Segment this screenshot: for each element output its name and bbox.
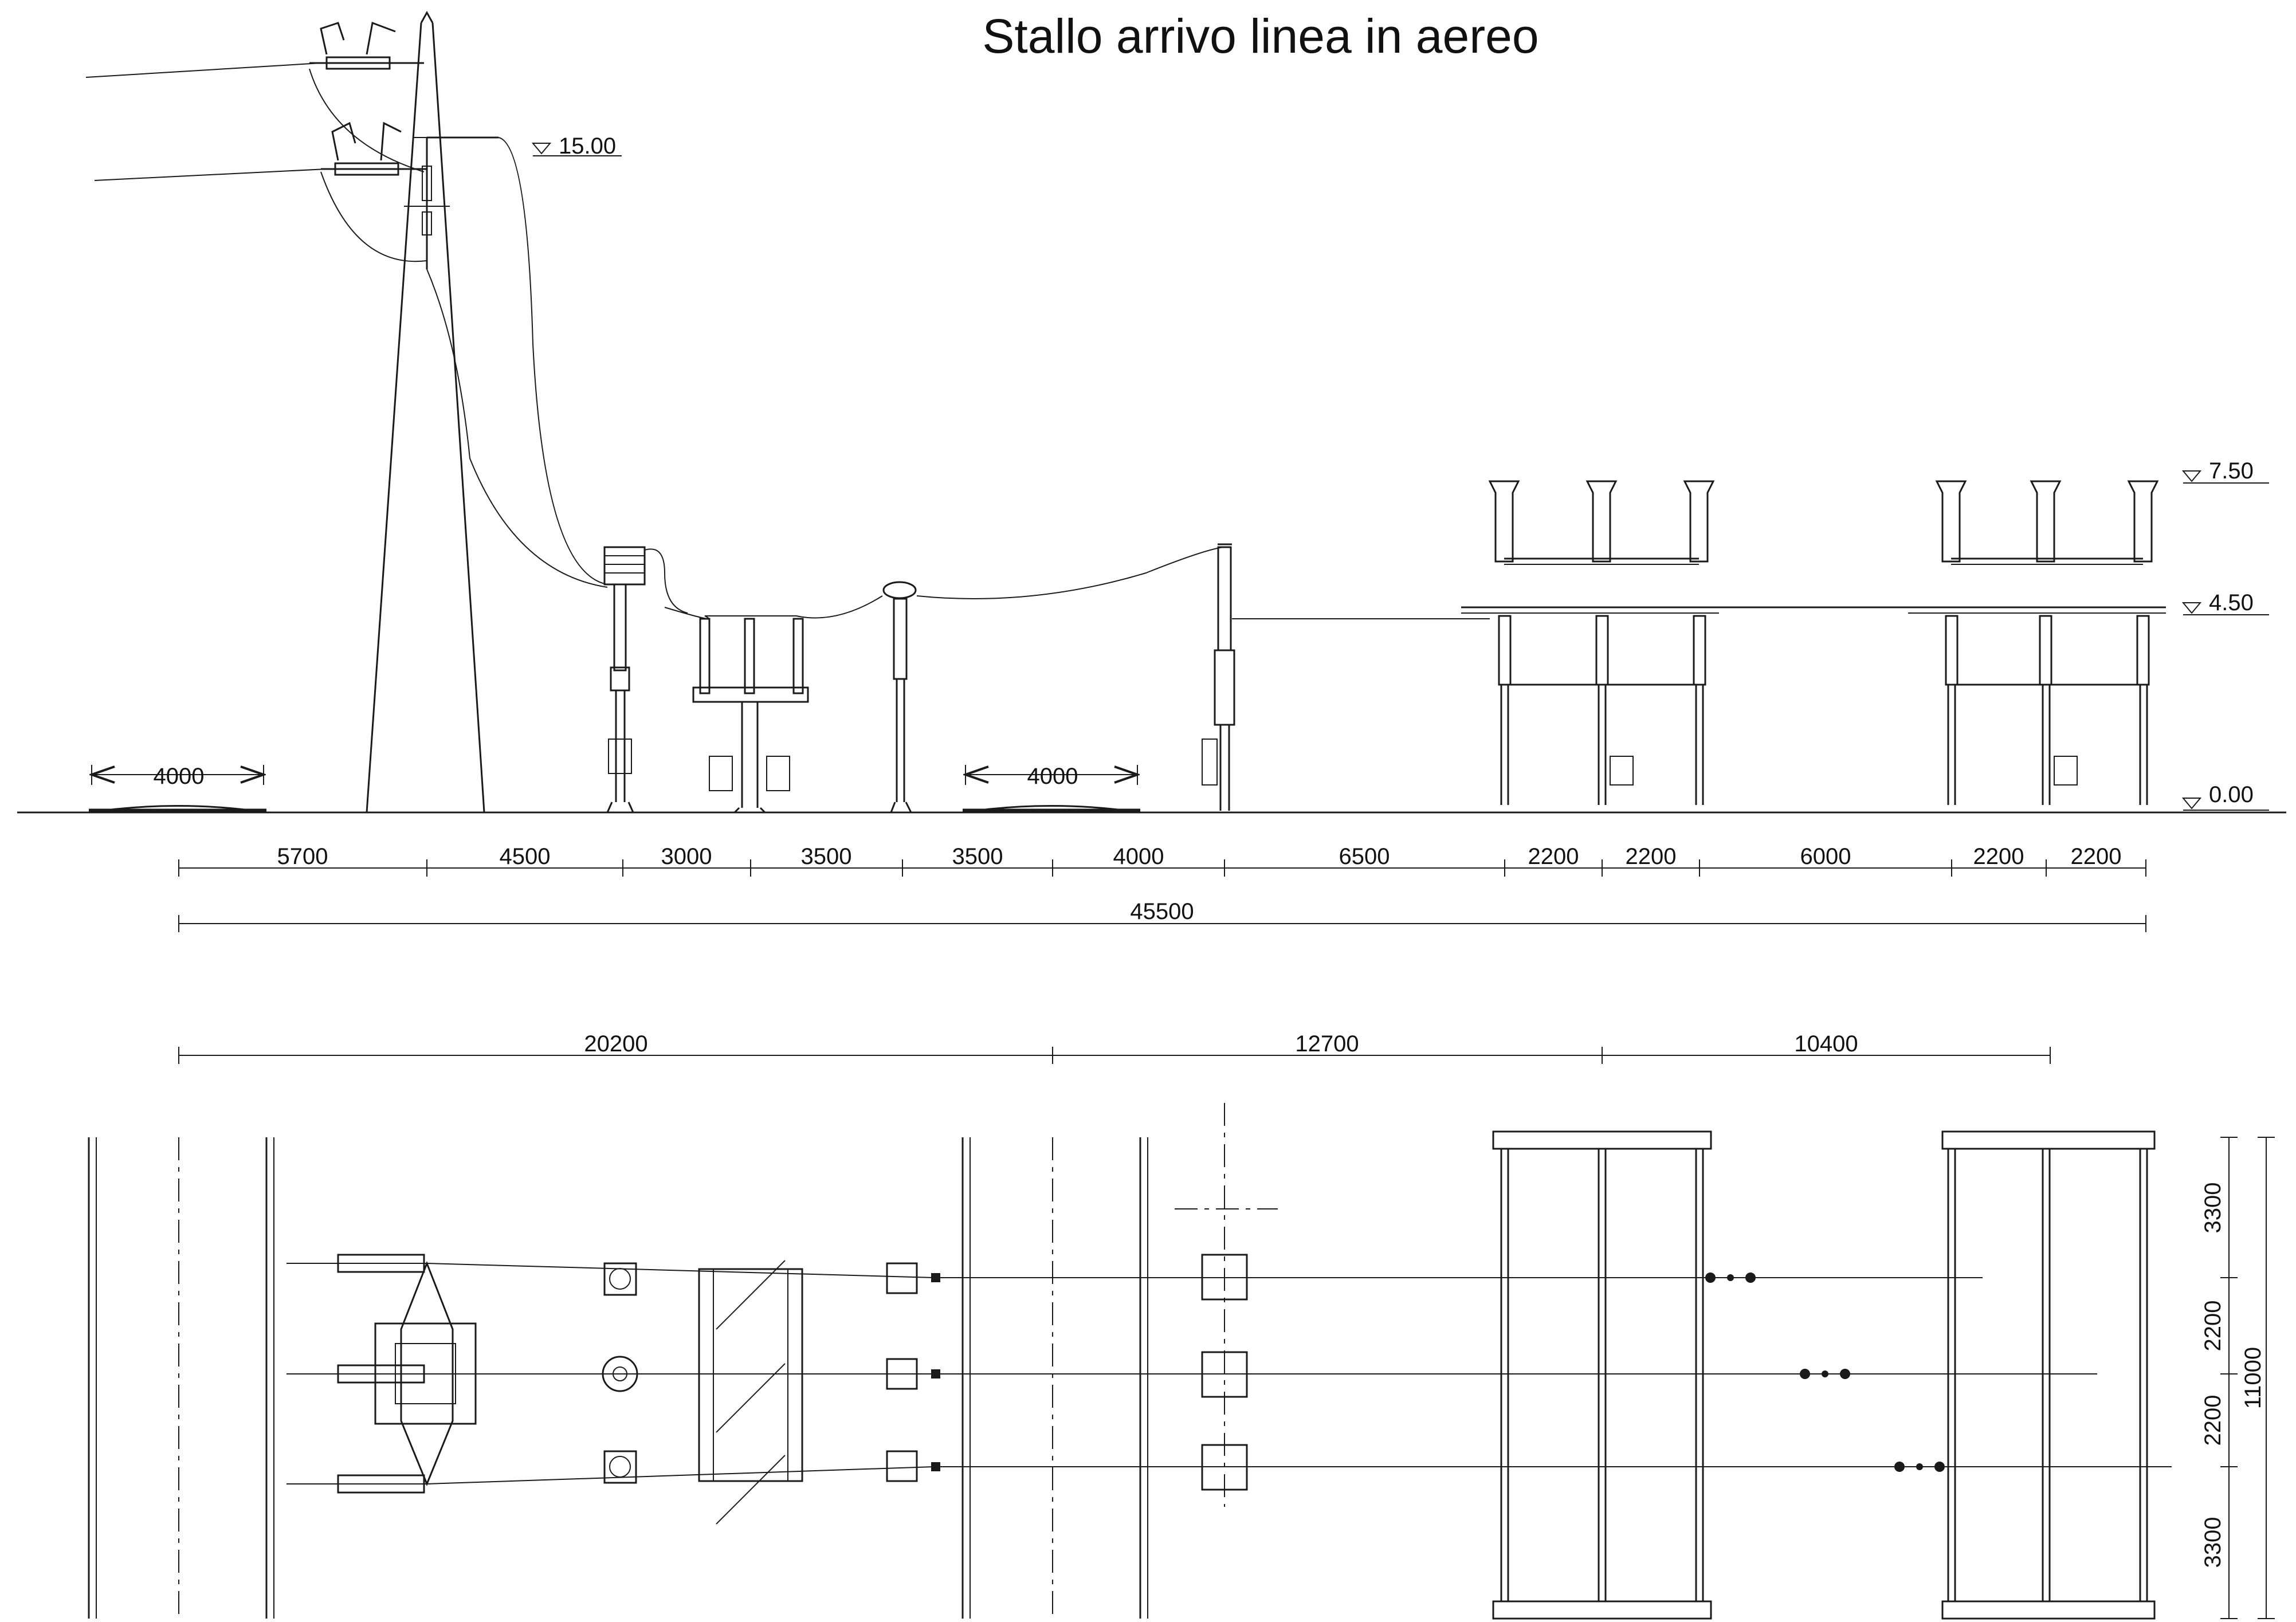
dim-elev-1: 5700 (277, 844, 328, 869)
dim-elev-10: 6000 (1800, 844, 1851, 869)
dim-plan-3: 10400 (1794, 1031, 1858, 1057)
road-width-right: 4000 (1027, 764, 1078, 789)
road-right (962, 765, 1141, 814)
dim-elev-5: 3500 (952, 844, 1003, 869)
line-tower (85, 10, 499, 813)
dim-plan-1: 20200 (584, 1031, 647, 1057)
svg-text:15.00: 15.00 (559, 133, 616, 159)
road-width-left: 4000 (154, 764, 205, 789)
svg-text:4.50: 4.50 (2209, 590, 2254, 615)
dim-side-1: 3300 (2200, 1183, 2226, 1234)
busbar-frames-plan (1492, 1130, 2156, 1620)
level-4-50: 4.50 (2181, 590, 2269, 615)
dim-elev-total: 45500 (1130, 899, 1194, 924)
line-trap-cvt (603, 546, 688, 813)
downlead-cable-2 (426, 269, 608, 588)
dim-elev-2: 4500 (500, 844, 551, 869)
plan-dimension-chain-side: 3300 2200 2200 3300 11000 (2200, 1137, 2275, 1619)
dim-side-total: 11000 (2240, 1347, 2266, 1409)
dim-plan-2: 12700 (1295, 1031, 1359, 1057)
dim-side-2: 2200 (2200, 1301, 2226, 1352)
dim-elev-9: 2200 (1626, 844, 1677, 869)
road-left (88, 765, 267, 814)
dim-elev-4: 3500 (801, 844, 852, 869)
dim-elev-3: 3000 (661, 844, 712, 869)
downlead-cable-1 (498, 137, 608, 585)
svg-text:7.50: 7.50 (2209, 458, 2254, 484)
drawing-title: Stallo arrivo linea in aereo (982, 9, 1538, 63)
line-disconnector (664, 595, 883, 814)
dim-side-3: 2200 (2200, 1395, 2226, 1446)
dim-side-4: 3300 (2200, 1517, 2226, 1568)
dim-elev-11: 2200 (1973, 844, 2024, 869)
plan-view: 20200 12700 10400 (88, 1031, 2275, 1620)
level-7-50: 7.50 (2181, 458, 2269, 484)
equipment-plan-symbols (602, 1254, 1248, 1525)
svg-text:0.00: 0.00 (2209, 782, 2254, 807)
conductor-to-breaker (916, 547, 1224, 599)
dim-elev-12: 2200 (2071, 844, 2122, 869)
level-0: 0.00 (2181, 782, 2269, 811)
dim-elev-6: 4000 (1113, 844, 1164, 869)
dim-elev-8: 2200 (1528, 844, 1579, 869)
level-15: 15.00 (531, 133, 622, 159)
plan-dimension-chain-top: 20200 12700 10400 (178, 1031, 2051, 1064)
elevation-dimension-chain: 5700 4500 3000 3500 3500 4000 6500 2200 … (178, 844, 2146, 932)
level-markers: 15.00 7.50 4.50 0.00 (531, 133, 2269, 811)
tower-base-plan (286, 1254, 504, 1494)
busbar-frame-right (1908, 480, 2166, 805)
circuit-breaker (1202, 543, 1490, 811)
elevation-view: 4000 4000 (17, 10, 2286, 932)
dim-elev-7: 6500 (1339, 844, 1390, 869)
busbar-frame-left (1461, 480, 1719, 805)
current-transformer (882, 581, 917, 813)
